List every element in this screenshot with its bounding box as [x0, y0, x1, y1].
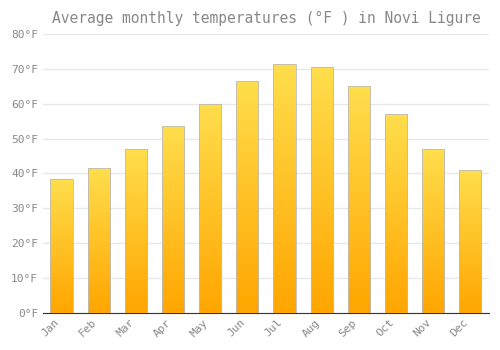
- Bar: [50, 178, 72, 313]
- Bar: [348, 86, 370, 313]
- Bar: [88, 168, 110, 313]
- Bar: [274, 64, 295, 313]
- Bar: [310, 67, 333, 313]
- Bar: [236, 81, 258, 313]
- Bar: [459, 170, 481, 313]
- Bar: [124, 149, 147, 313]
- Bar: [385, 114, 407, 313]
- Bar: [162, 126, 184, 313]
- Bar: [422, 149, 444, 313]
- Bar: [199, 104, 222, 313]
- Title: Average monthly temperatures (°F ) in Novi Ligure: Average monthly temperatures (°F ) in No…: [52, 11, 480, 26]
